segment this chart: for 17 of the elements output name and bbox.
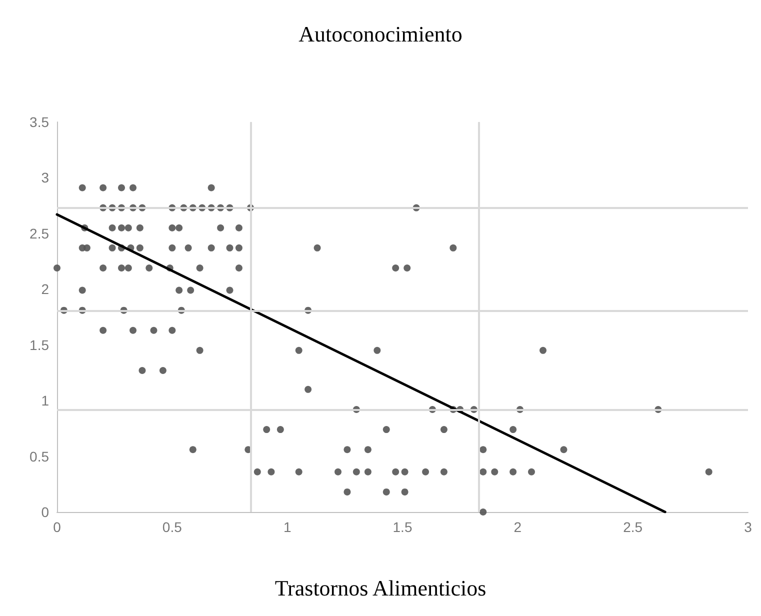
x-tick-label: 0.5 xyxy=(162,519,182,535)
x-tick-label: 3 xyxy=(744,519,752,535)
y-tick-label: 0.5 xyxy=(30,448,50,464)
y-tick-label: 3.5 xyxy=(30,114,50,130)
x-axis-title: Trastornos Alimenticios xyxy=(274,576,486,600)
x-tick-label: 0 xyxy=(53,519,62,535)
x-tick-label: 2.5 xyxy=(623,519,643,535)
y-tick-label: 1.5 xyxy=(30,336,50,353)
y-tick-label: 0 xyxy=(41,504,50,520)
y-tick-label: 2 xyxy=(41,281,50,298)
y-tick-label: 2.5 xyxy=(30,225,50,242)
chart-title: Autoconocimiento xyxy=(298,22,462,46)
x-tick-label: 1 xyxy=(283,519,292,535)
y-tick-label: 3 xyxy=(41,170,50,186)
x-tick-label: 2 xyxy=(514,519,522,535)
y-tick-label: 1 xyxy=(41,392,50,409)
x-tick-label: 1.5 xyxy=(392,519,412,535)
